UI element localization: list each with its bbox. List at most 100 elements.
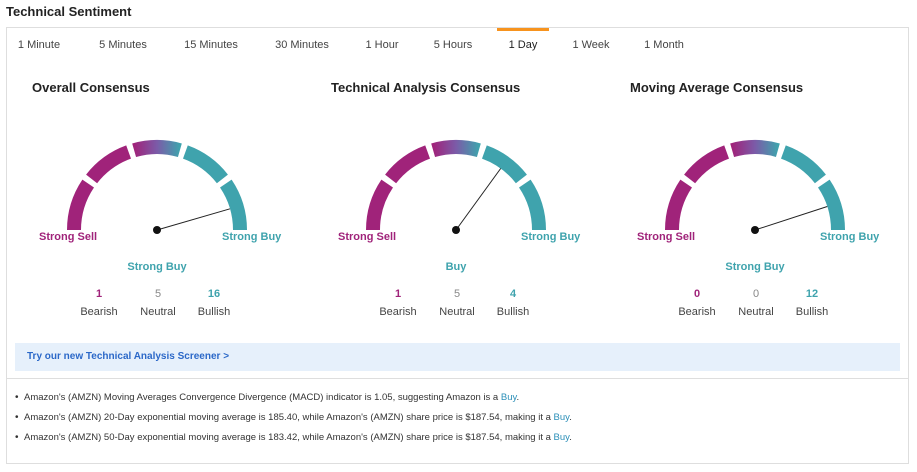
note-end: . [569, 412, 572, 423]
bullet: • [15, 432, 19, 443]
gauge-hub [452, 226, 460, 234]
bearish-label: Bearish [379, 306, 417, 318]
gauge-moving-average [665, 140, 845, 234]
neutral-count: 5 Neutral [128, 288, 188, 318]
strong-sell-segment [366, 179, 394, 231]
panel-title: Technical Analysis Consensus [331, 80, 521, 95]
divider [7, 378, 908, 379]
note-ema50: • Amazon's (AMZN) 50-Day exponential movi… [15, 428, 895, 448]
neutral-value: 5 [453, 288, 461, 300]
tab-15-minutes[interactable]: 15 Minutes [184, 39, 238, 51]
neutral-label: Neutral [140, 306, 176, 318]
buy-segment [182, 145, 228, 184]
bullish-count: 12 Bullish [782, 288, 842, 318]
strong-buy-segment [817, 179, 845, 231]
buy-segment [780, 145, 826, 184]
bullet: • [15, 412, 19, 423]
strong-sell-label: Strong Sell [338, 231, 397, 243]
bearish-value: 0 [693, 288, 701, 300]
bullish-label: Bullish [496, 306, 530, 318]
neutral-label: Neutral [439, 306, 475, 318]
buy-signal-link[interactable]: Buy [553, 412, 570, 423]
neutral-label: Neutral [738, 306, 774, 318]
consensus-verdict: Strong Buy [127, 261, 187, 273]
note-text: Amazon's (AMZN) 50-Day exponential movin… [24, 432, 554, 443]
sell-segment [684, 145, 730, 184]
bearish-value: 1 [394, 288, 402, 300]
tab-5-hours[interactable]: 5 Hours [433, 39, 473, 51]
strong-buy-segment [518, 179, 546, 231]
gauge-hub [153, 226, 161, 234]
strong-buy-label: Strong Buy [222, 231, 282, 243]
consensus-verdict: Strong Buy [725, 261, 785, 273]
buy-segment [481, 145, 527, 184]
gauge-technical-analysis [366, 140, 546, 234]
note-text: Amazon's (AMZN) 20-Day exponential movin… [24, 412, 554, 423]
strong-sell-label: Strong Sell [637, 231, 696, 243]
bearish-value: 1 [95, 288, 103, 300]
gauge-needle [754, 206, 828, 231]
note-macd: • Amazon's (AMZN) Moving Averages Converg… [15, 388, 895, 408]
note-end: . [569, 432, 572, 443]
neutral-segment [730, 140, 780, 158]
strong-buy-segment [219, 179, 247, 231]
bullish-value: 12 [805, 288, 819, 300]
signal-notes: • Amazon's (AMZN) Moving Averages Converg… [15, 388, 895, 448]
screener-link[interactable]: Try our new Technical Analysis Screener … [27, 351, 230, 362]
panel-overall-consensus: Overall Consensus Strong Sell Strong Buy… [12, 68, 312, 338]
buy-signal-link[interactable]: Buy [500, 392, 517, 403]
timeframe-tabs: 1 Minute 5 Minutes 15 Minutes 30 Minutes… [7, 28, 908, 60]
buy-signal-link[interactable]: Buy [553, 432, 570, 443]
sell-segment [385, 145, 431, 184]
neutral-value: 0 [752, 288, 760, 300]
tab-1-hour[interactable]: 1 Hour [365, 39, 399, 51]
bearish-count: 1 Bearish [368, 288, 428, 318]
indicator-counts: 1 Bearish 5 Neutral 16 Bullish [12, 288, 302, 328]
bearish-label: Bearish [80, 306, 118, 318]
neutral-segment [132, 140, 182, 158]
neutral-count: 5 Neutral [427, 288, 487, 318]
bearish-label: Bearish [678, 306, 716, 318]
sell-segment [86, 145, 132, 184]
gauge-needle [156, 208, 231, 231]
gauge-hub [751, 226, 759, 234]
panel-title: Moving Average Consensus [630, 80, 804, 95]
note-end: . [516, 392, 520, 403]
bullish-value: 4 [509, 288, 517, 300]
tab-5-minutes[interactable]: 5 Minutes [99, 39, 147, 51]
strong-buy-label: Strong Buy [820, 231, 880, 243]
note-text: Amazon's (AMZN) Moving Averages Converge… [24, 392, 501, 403]
strong-sell-segment [665, 179, 693, 231]
tab-1-minute[interactable]: 1 Minute [17, 39, 61, 51]
tab-1-day[interactable]: 1 Day [497, 28, 549, 60]
tab-1-month[interactable]: 1 Month [644, 39, 684, 51]
screener-banner: Try our new Technical Analysis Screener … [15, 343, 900, 371]
bullet: • [15, 392, 19, 403]
bearish-count: 1 Bearish [69, 288, 129, 318]
indicator-counts: 0 Bearish 0 Neutral 12 Bullish [610, 288, 900, 328]
strong-sell-label: Strong Sell [39, 231, 98, 243]
section-title: Technical Sentiment [6, 4, 132, 19]
tab-30-minutes[interactable]: 30 Minutes [275, 39, 329, 51]
technical-sentiment-card: 1 Minute 5 Minutes 15 Minutes 30 Minutes… [6, 27, 909, 464]
neutral-value: 5 [154, 288, 162, 300]
bearish-count: 0 Bearish [667, 288, 727, 318]
consensus-verdict: Buy [445, 261, 467, 273]
panel-moving-average-consensus: Moving Average Consensus Strong Sell Str… [610, 68, 910, 338]
gauge-overall [67, 140, 247, 234]
bullish-label: Bullish [197, 306, 231, 318]
bullish-label: Bullish [795, 306, 829, 318]
indicator-counts: 1 Bearish 5 Neutral 4 Bullish [311, 288, 601, 328]
tab-1-week[interactable]: 1 Week [572, 39, 610, 51]
panel-technical-analysis-consensus: Technical Analysis Consensus Strong Sell… [311, 68, 611, 338]
note-ema20: • Amazon's (AMZN) 20-Day exponential movi… [15, 408, 895, 428]
neutral-count: 0 Neutral [726, 288, 786, 318]
gauge-needle [455, 168, 502, 231]
bullish-value: 16 [207, 288, 221, 300]
strong-buy-label: Strong Buy [521, 231, 581, 243]
strong-sell-segment [67, 179, 95, 231]
bullish-count: 16 Bullish [184, 288, 244, 318]
bullish-count: 4 Bullish [483, 288, 543, 318]
neutral-segment [431, 140, 481, 158]
panel-title: Overall Consensus [32, 80, 150, 95]
